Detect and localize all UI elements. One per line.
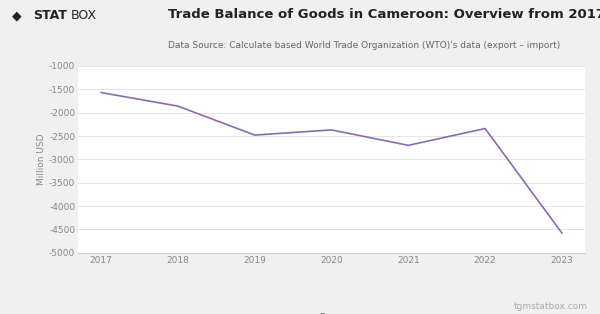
Text: Trade Balance of Goods in Cameroon: Overview from 2017 to 2023: Trade Balance of Goods in Cameroon: Over… xyxy=(168,8,600,21)
Text: BOX: BOX xyxy=(71,9,97,22)
Y-axis label: Million USD: Million USD xyxy=(37,133,46,185)
Text: tgmstatbox.com: tgmstatbox.com xyxy=(514,302,588,311)
Text: Data Source: Calculate based World Trade Organization (WTO)'s data (export – imp: Data Source: Calculate based World Trade… xyxy=(168,41,560,50)
Legend: Cameroon: Cameroon xyxy=(295,310,368,314)
Text: STAT: STAT xyxy=(33,9,67,22)
Text: ◆: ◆ xyxy=(12,9,22,22)
